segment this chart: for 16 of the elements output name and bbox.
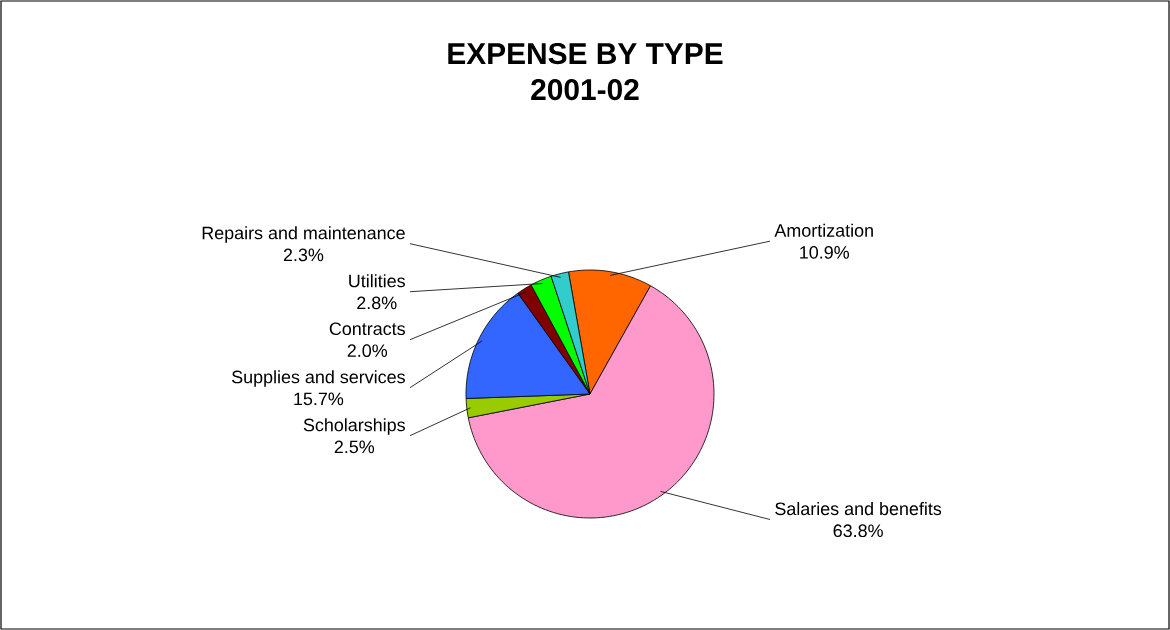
data-label: 2.0%	[347, 344, 388, 358]
data-label: 2.5%	[334, 440, 375, 454]
data-label: 2.8%	[357, 296, 397, 310]
slice-label: Utilities	[349, 274, 405, 288]
chart-subtitle: 2001-02	[531, 79, 639, 101]
slice-label: Scholarships	[303, 418, 405, 435]
slice-label: Amortization	[774, 223, 873, 237]
data-label: 10.9%	[800, 246, 849, 259]
slice-label: Salaries and benefits	[775, 501, 942, 516]
slice-label: Contracts	[329, 322, 405, 336]
data-label: 15.7%	[294, 392, 344, 406]
slice-label: Supplies and services	[231, 370, 405, 387]
data-label: 63.8%	[833, 524, 883, 538]
slice-label: Repairs and maintenance	[202, 226, 405, 243]
data-label: 2.3%	[283, 248, 324, 262]
chart-title: EXPENSE BY TYPE	[448, 43, 723, 65]
